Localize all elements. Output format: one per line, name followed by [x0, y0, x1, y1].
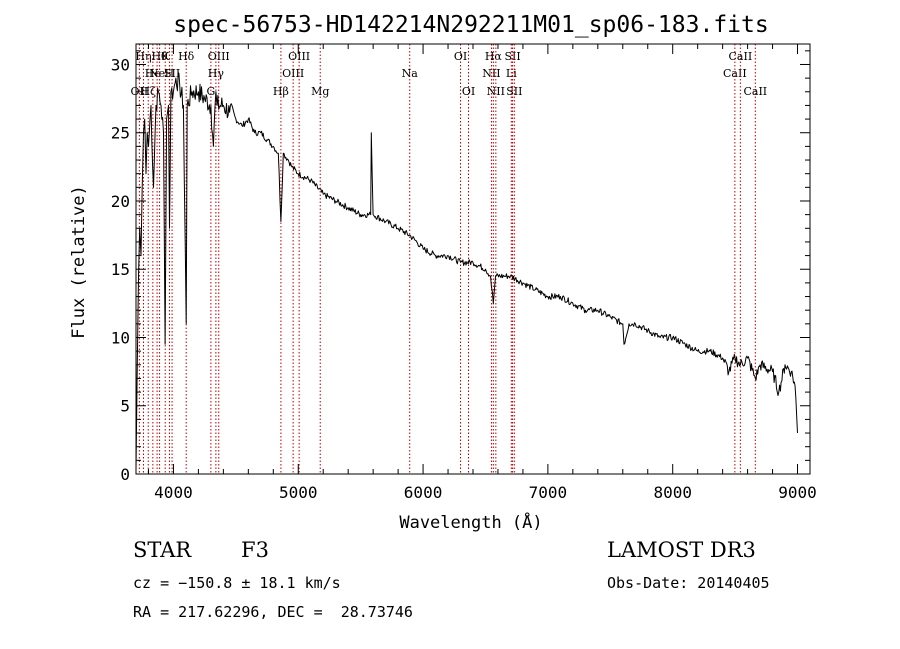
- y-tick-label-1: 5: [120, 397, 130, 416]
- x-tick-label-5: 9000: [778, 483, 817, 502]
- y-axis-label: Flux (relative): [69, 185, 89, 339]
- marker-label-23: Li: [506, 67, 517, 80]
- marker-label-22: NII: [487, 85, 505, 98]
- marker-label-21: Hα: [485, 50, 503, 63]
- marker-label-6: K: [161, 50, 170, 63]
- spectrum-line-0: [135, 72, 798, 470]
- object-class: STAR: [133, 538, 192, 562]
- x-tick-label-2: 6000: [404, 483, 443, 502]
- marker-label-20: NII: [482, 67, 500, 80]
- y-tick-label-3: 15: [111, 260, 130, 279]
- x-tick-label-0: 4000: [154, 483, 193, 502]
- marker-label-18: OI: [454, 50, 467, 63]
- marker-label-14: OIII: [282, 67, 304, 80]
- marker-label-2: Hζ: [140, 85, 156, 98]
- marker-label-16: Mg: [311, 85, 329, 98]
- marker-label-17: Na: [402, 67, 419, 80]
- plot-frame: [135, 43, 811, 475]
- marker-label-19: OI: [462, 85, 475, 98]
- observation-date: Obs-Date: 20140405: [607, 574, 770, 592]
- sky-coordinates: RA = 217.62296, DEC = 28.73746: [133, 603, 413, 621]
- marker-label-4: Ne: [149, 67, 165, 80]
- marker-label-26: CaII: [723, 67, 747, 80]
- y-tick-label-0: 0: [120, 465, 130, 484]
- marker-label-15: OIII: [288, 50, 310, 63]
- y-tick-label-4: 20: [111, 192, 130, 211]
- survey-name: LAMOST DR3: [607, 538, 756, 562]
- x-tick-label-3: 7000: [529, 483, 568, 502]
- spectrum-series: [135, 72, 798, 470]
- y-tick-label-2: 10: [111, 328, 130, 347]
- emission-line-markers: OIIHηHζHeNeHθKHSIIHδGHγOIIIHβOIIIOIIIMgN…: [131, 44, 767, 474]
- marker-label-11: Hγ: [208, 67, 225, 80]
- marker-label-5: Hθ: [151, 50, 168, 63]
- y-tick-label-5: 25: [111, 124, 130, 143]
- axes: 4000 5000 6000 7000 8000 9000 0 5 10 15 20 25 30: [111, 43, 817, 502]
- marker-label-1: Hη: [135, 50, 151, 63]
- marker-label-9: Hδ: [178, 50, 195, 63]
- marker-label-8: SII: [164, 67, 180, 80]
- chart-title: spec-56753-HD142214N292211M01_sp06-183.f…: [173, 12, 768, 38]
- spectral-subclass: F3: [241, 538, 269, 562]
- marker-label-10: G: [206, 85, 215, 98]
- marker-label-25: SII: [506, 85, 522, 98]
- marker-label-12: OIII: [208, 50, 230, 63]
- marker-label-27: CaII: [729, 50, 753, 63]
- marker-label-28: CaII: [743, 85, 767, 98]
- x-axis-label: Wavelength (Å): [399, 511, 542, 533]
- marker-label-7: H: [165, 67, 175, 80]
- x-tick-label-1: 5000: [279, 483, 318, 502]
- x-tick-label-4: 8000: [653, 483, 692, 502]
- y-tick-label-6: 30: [111, 55, 130, 74]
- marker-label-13: Hβ: [273, 85, 289, 98]
- radial-velocity: cz = −150.8 ± 18.1 km/s: [133, 574, 341, 592]
- marker-label-24: SII: [504, 50, 520, 63]
